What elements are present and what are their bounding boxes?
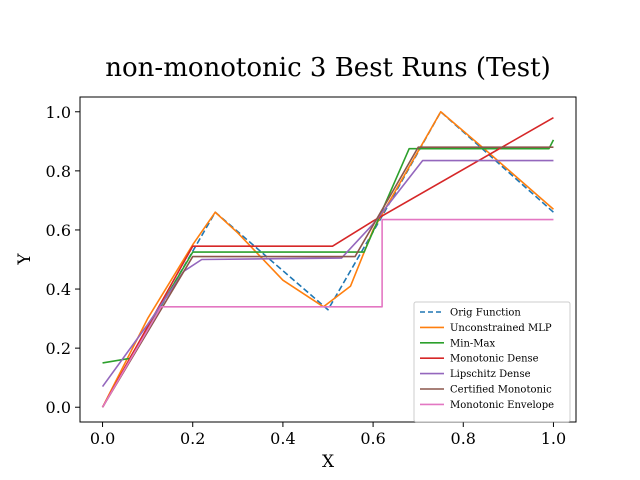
legend-label-5: Certified Monotonic [450, 385, 552, 396]
y-tick-label: 0.2 [46, 339, 71, 358]
plot-lines [101, 110, 555, 408]
x-axis-label: X [322, 452, 335, 472]
y-tick-label: 1.0 [46, 103, 71, 122]
chart-title: non-monotonic 3 Best Runs (Test) [105, 53, 550, 83]
x-tick-label: 0.0 [90, 429, 115, 448]
series-line-3 [101, 116, 554, 408]
x-tick-label: 0.2 [180, 429, 205, 448]
y-tick-label: 0.8 [46, 162, 71, 181]
series-line-6 [101, 218, 554, 408]
legend-label-6: Monotonic Envelope [450, 400, 554, 411]
legend-box [413, 301, 571, 423]
axis-ticks: 0.0 0.2 0.4 0.6 0.8 1.0 0.0 0.2 0.4 0.6 0.8 1.0 [46, 103, 567, 448]
series-line-4 [101, 159, 554, 388]
legend-label-3: Monotonic Dense [450, 354, 539, 365]
x-tick-label: 1.0 [541, 429, 566, 448]
x-tick-label: 0.4 [270, 429, 295, 448]
x-tick-label: 0.8 [451, 429, 476, 448]
legend-label-1: Unconstrained MLP [450, 323, 552, 334]
y-tick-label: 0.4 [46, 280, 71, 299]
legend-label-2: Min-Max [450, 338, 495, 349]
legend-label-0: Orig Function [450, 308, 521, 319]
y-tick-label: 0.6 [46, 221, 71, 240]
x-tick-label: 0.6 [360, 429, 385, 448]
legend-label-4: Lipschitz Dense [450, 369, 531, 380]
y-axis-label: Y [15, 253, 35, 266]
legend: Orig Function Unconstrained MLP Min-Max Mon… [413, 301, 571, 423]
series-line-1 [101, 110, 554, 408]
plot-frame [79, 96, 577, 423]
y-tick-label: 0.0 [46, 398, 71, 417]
